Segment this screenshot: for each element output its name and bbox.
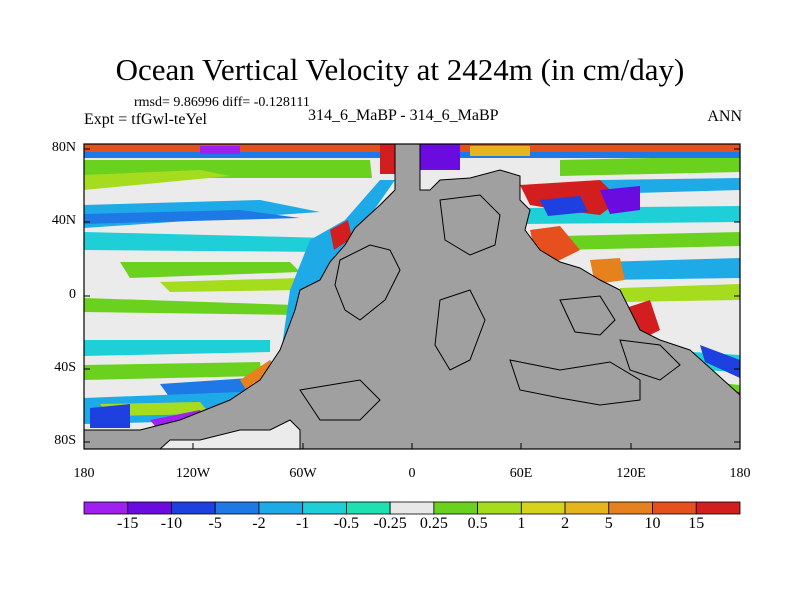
colorbar-swatch (389, 501, 435, 515)
colorbar-label: 0.25 (419, 515, 448, 532)
colorbar-label: -1 (295, 515, 310, 532)
experiment-label: Expt = tfGwl-teYel (84, 111, 207, 128)
colorbar-label: -5 (208, 515, 222, 532)
colorbar-swatch (477, 501, 522, 515)
colorbar-label: 2 (561, 515, 570, 532)
y-label-40n: 40N (51, 213, 76, 228)
colorbar-label: 0.5 (467, 515, 488, 532)
y-label-40s: 40S (54, 360, 76, 375)
colorbar-swatch (127, 501, 172, 515)
colorbar-label: -0.25 (373, 515, 407, 532)
colorbar-swatch (302, 501, 347, 515)
colorbar-label: -2 (252, 515, 266, 532)
colorbar-label: 1 (517, 515, 526, 532)
case-label: 314_6_MaBP - 314_6_MaBP (308, 107, 499, 124)
x-label-120w: 120W (175, 466, 211, 481)
axis-ticks (83, 148, 740, 449)
y-label-0: 0 (69, 287, 76, 302)
colorbar-label: -0.5 (333, 515, 360, 532)
season-label: ANN (707, 108, 742, 125)
colorbar-swatch (433, 501, 479, 515)
x-label-60w: 60W (289, 466, 317, 481)
x-label-120e: 120E (616, 466, 646, 481)
colorbar-swatch (345, 501, 391, 515)
stats-text: rmsd= 9.86996 diff= -0.128111 (134, 95, 310, 110)
land-mass (84, 144, 740, 449)
colorbar-label: -10 (160, 515, 183, 532)
colorbar-label: -15 (117, 515, 139, 532)
colorbar-swatch (608, 501, 653, 515)
x-label-180e: 180 (729, 466, 751, 481)
colorbar-swatch (83, 501, 129, 515)
colorbar-swatch (652, 501, 697, 515)
colorbar-swatch (520, 501, 566, 515)
colorbar-label: 5 (604, 515, 613, 532)
colorbar-swatch (695, 501, 741, 515)
colorbar-swatch (564, 501, 610, 515)
colorbar-label: 15 (688, 515, 705, 532)
x-label-180w: 180 (73, 466, 95, 481)
map-title: Ocean Vertical Velocity at 2424m (in cm/… (115, 52, 685, 87)
colorbar-swatch (258, 501, 304, 515)
colorbar (83, 501, 741, 515)
y-label-80n: 80N (51, 140, 76, 155)
x-label-60e: 60E (509, 466, 533, 481)
x-label-0: 0 (408, 466, 416, 481)
colorbar-swatch (171, 501, 216, 515)
y-label-80s: 80S (54, 433, 76, 448)
colorbar-swatch (214, 501, 260, 515)
coastlines (84, 144, 741, 450)
colorbar-label: 10 (644, 515, 661, 532)
